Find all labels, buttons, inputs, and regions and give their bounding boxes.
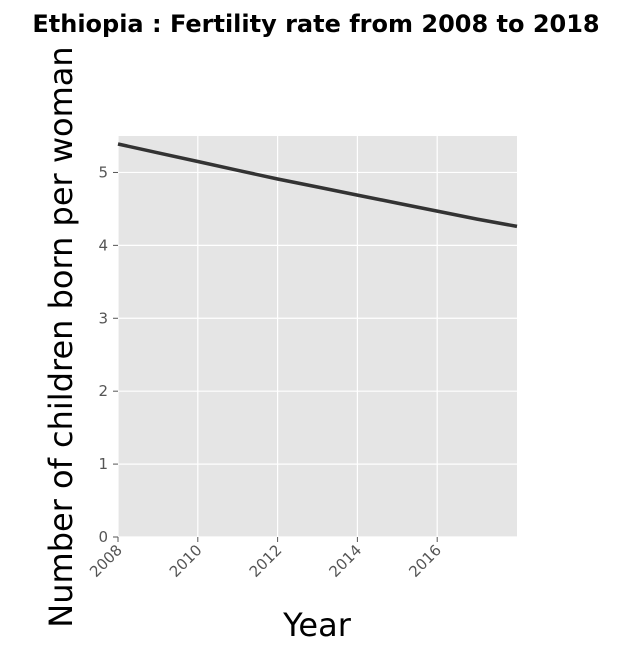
y-tick-label: 2 bbox=[98, 382, 108, 400]
x-tick-label: 2008 bbox=[86, 541, 126, 581]
series-line bbox=[117, 142, 518, 229]
axes bbox=[113, 171, 438, 542]
series-layer bbox=[117, 142, 518, 229]
y-tick-label: 5 bbox=[98, 163, 108, 181]
y-tick-label: 1 bbox=[98, 455, 108, 473]
x-tick-label: 2016 bbox=[405, 541, 445, 581]
y-axis-title: Number of children born per woman bbox=[42, 46, 80, 627]
y-tick-label: 4 bbox=[98, 236, 108, 254]
plot-panel bbox=[118, 136, 517, 537]
x-axis-title: Year bbox=[282, 606, 352, 644]
grid-lines bbox=[117, 136, 517, 538]
x-tick-label: 2012 bbox=[246, 541, 286, 581]
x-tick-label: 2014 bbox=[325, 541, 365, 581]
x-tick-label: 2010 bbox=[166, 541, 206, 581]
y-tick-label: 3 bbox=[98, 309, 108, 327]
y-tick-label: 0 bbox=[98, 528, 108, 546]
chart-title: Ethiopia : Fertility rate from 2008 to 2… bbox=[32, 10, 599, 38]
